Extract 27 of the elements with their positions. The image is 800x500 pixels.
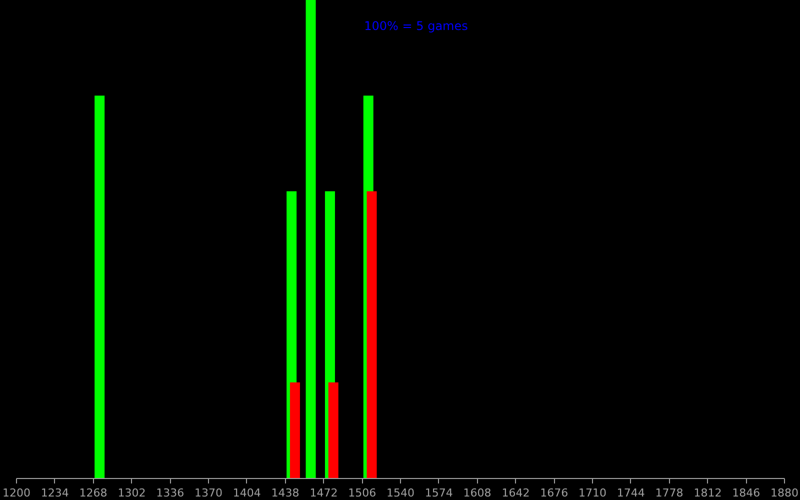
x-tick-label: 1744 [616,486,645,500]
x-tick-label: 1302 [118,486,146,500]
x-tick-label: 1268 [79,486,108,500]
x-tick-label: 1574 [424,486,453,500]
x-tick-label: 1710 [578,486,606,500]
x-tick-label: 1200 [2,486,30,500]
x-tick-label: 1506 [348,486,376,500]
x-tick-label: 1472 [310,486,338,500]
bar [290,382,300,478]
x-tick-label: 1438 [271,486,300,500]
x-tick-label: 1336 [156,486,184,500]
x-tick-label: 1880 [770,486,798,500]
x-tick-label: 1540 [386,486,414,500]
x-tick-label: 1676 [540,486,568,500]
bar [306,0,316,478]
x-tick-label: 1234 [40,486,69,500]
annotation: 100% = 5 games [364,19,468,33]
x-tick-label: 1608 [463,486,492,500]
x-tick-label: 1778 [655,486,684,500]
bar [328,382,338,478]
x-tick-label: 1370 [194,486,222,500]
bar [366,191,377,478]
bar [94,96,105,478]
x-tick-label: 1404 [232,486,261,500]
x-tick-label: 1846 [732,486,760,500]
x-tick-label: 1812 [694,486,722,500]
x-tick-label: 1642 [502,486,530,500]
